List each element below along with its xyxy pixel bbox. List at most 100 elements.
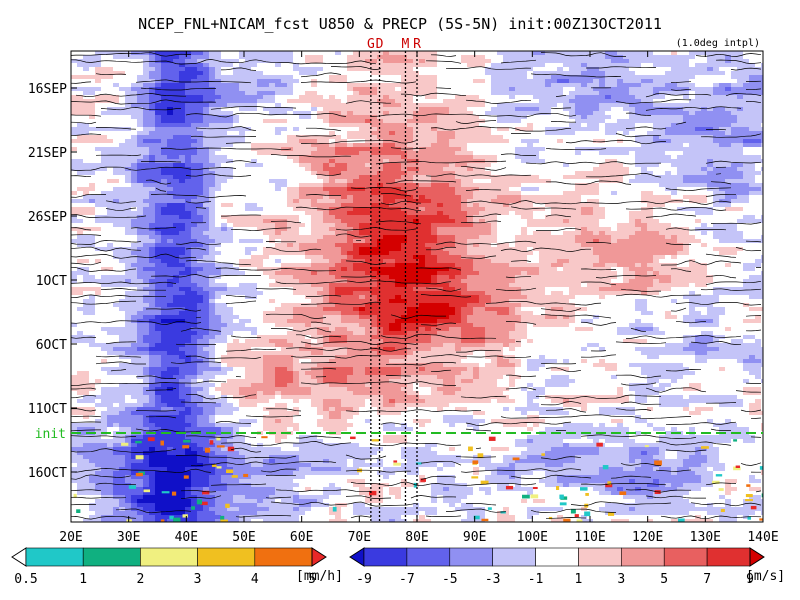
field-cell — [227, 171, 233, 175]
field-cell — [365, 167, 371, 171]
field-cell — [311, 171, 317, 175]
field-cell — [329, 131, 335, 135]
field-cell — [467, 171, 473, 175]
field-cell — [137, 175, 143, 179]
field-cell — [215, 103, 221, 107]
field-cell — [317, 67, 323, 71]
field-cell — [401, 63, 407, 67]
field-cell — [401, 55, 407, 59]
field-cell — [563, 207, 569, 211]
field-cell — [383, 187, 389, 191]
field-cell — [317, 267, 323, 271]
field-cell — [149, 155, 155, 159]
field-cell — [413, 279, 419, 283]
field-cell — [695, 103, 701, 107]
field-cell — [707, 91, 713, 95]
field-cell — [743, 143, 749, 147]
field-cell — [173, 163, 179, 167]
field-cell — [497, 79, 503, 83]
field-cell — [689, 151, 695, 155]
field-cell — [479, 255, 485, 259]
field-cell — [137, 247, 143, 251]
field-cell — [431, 51, 437, 55]
field-cell — [551, 239, 557, 243]
field-cell — [707, 147, 713, 151]
field-cell — [761, 75, 763, 79]
field-cell — [653, 143, 659, 147]
field-cell — [155, 163, 161, 167]
field-cell — [233, 127, 239, 131]
field-cell — [515, 199, 521, 203]
field-cell — [317, 199, 323, 203]
field-cell — [593, 91, 599, 95]
field-cell — [113, 155, 119, 159]
field-cell — [191, 67, 197, 71]
field-cell — [719, 139, 725, 143]
field-cell — [557, 83, 563, 87]
field-cell — [275, 59, 281, 63]
field-cell — [515, 191, 521, 195]
field-cell — [113, 211, 119, 215]
field-cell — [389, 227, 395, 231]
field-cell — [275, 143, 281, 147]
field-cell — [545, 179, 551, 183]
field-cell — [731, 199, 737, 203]
field-cell — [503, 179, 509, 183]
field-cell — [71, 87, 77, 91]
field-cell — [647, 155, 653, 159]
field-cell — [635, 103, 641, 107]
field-cell — [173, 115, 179, 119]
field-cell — [707, 143, 713, 147]
field-cell — [551, 279, 557, 283]
field-cell — [725, 55, 731, 59]
field-cell — [239, 95, 245, 99]
field-cell — [443, 143, 449, 147]
field-cell — [323, 243, 329, 247]
field-cell — [671, 103, 677, 107]
field-cell — [161, 275, 167, 279]
field-cell — [605, 103, 611, 107]
field-cell — [605, 151, 611, 155]
field-cell — [197, 79, 203, 83]
field-cell — [389, 223, 395, 227]
field-cell — [413, 203, 419, 207]
field-cell — [611, 63, 617, 67]
field-cell — [395, 279, 401, 283]
field-cell — [761, 67, 763, 71]
field-cell — [659, 195, 665, 199]
field-cell — [587, 103, 593, 107]
field-cell — [365, 95, 371, 99]
field-cell — [659, 267, 665, 271]
field-cell — [335, 199, 341, 203]
field-cell — [419, 251, 425, 255]
field-cell — [143, 203, 149, 207]
field-cell — [521, 215, 527, 219]
field-cell — [353, 103, 359, 107]
field-cell — [263, 255, 269, 259]
field-cell — [317, 175, 323, 179]
field-cell — [545, 223, 551, 227]
field-cell — [149, 123, 155, 127]
field-cell — [647, 219, 653, 223]
field-cell — [173, 187, 179, 191]
field-cell — [539, 247, 545, 251]
field-cell — [449, 243, 455, 247]
field-cell — [401, 215, 407, 219]
field-cell — [215, 147, 221, 151]
field-cell — [239, 87, 245, 91]
field-cell — [665, 251, 671, 255]
field-cell — [131, 175, 137, 179]
field-cell — [167, 155, 173, 159]
field-cell — [719, 59, 725, 63]
field-cell — [695, 127, 701, 131]
field-cell — [509, 183, 515, 187]
field-cell — [407, 63, 413, 67]
field-cell — [143, 219, 149, 223]
field-cell — [359, 95, 365, 99]
field-cell — [221, 143, 227, 147]
field-cell — [239, 75, 245, 79]
field-cell — [629, 219, 635, 223]
field-cell — [491, 235, 497, 239]
field-cell — [149, 67, 155, 71]
field-cell — [83, 211, 89, 215]
